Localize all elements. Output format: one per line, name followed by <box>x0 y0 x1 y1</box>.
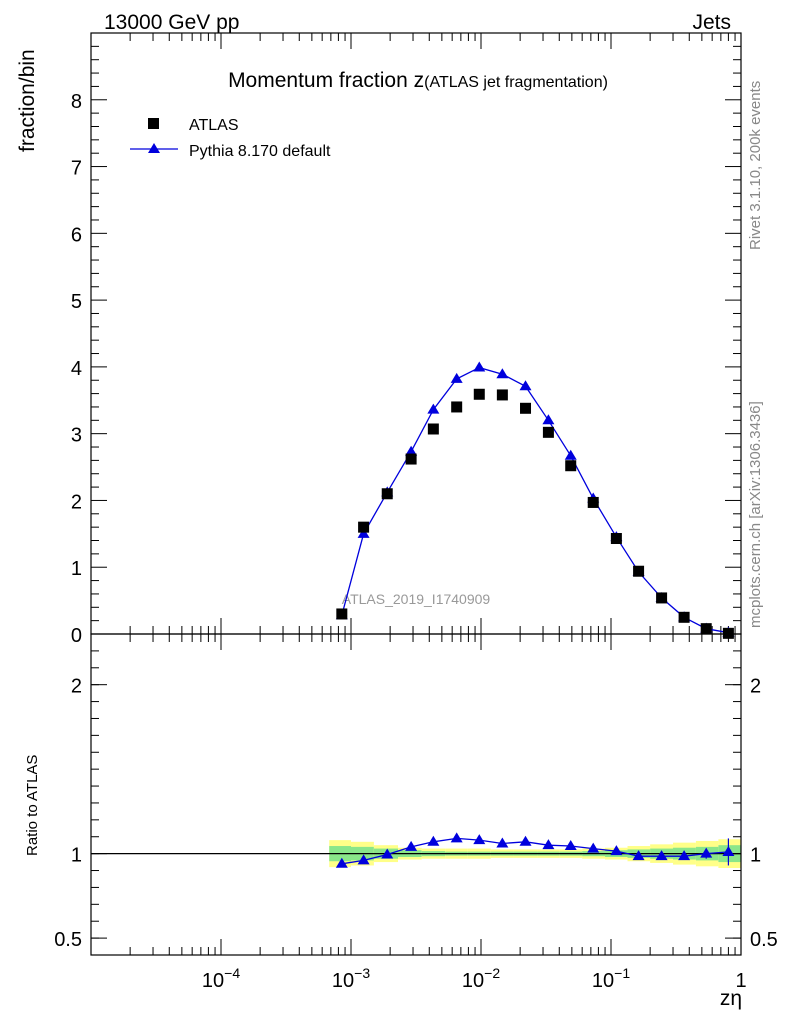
atlas-point <box>722 627 734 639</box>
ratio-pythia-point <box>357 854 370 865</box>
main-y-tick-label: 5 <box>71 291 82 313</box>
ratio-pythia-point <box>473 834 486 845</box>
analysis-watermark: ATLAS_2019_I1740909 <box>342 591 491 607</box>
ratio-pythia-point <box>542 839 555 850</box>
ratio-pythia-point <box>700 847 713 858</box>
ratio-pythia-point <box>405 840 418 851</box>
legend: ATLAS Pythia 8.170 default <box>130 117 331 160</box>
ratio-pythia-point <box>722 845 735 856</box>
atlas-point <box>565 460 577 472</box>
header-right-label: Jets <box>692 11 731 34</box>
atlas-point <box>358 521 370 533</box>
rivet-version-label: Rivet 3.1.10, 200k events <box>747 81 764 250</box>
ratio-pythia-point <box>587 842 600 853</box>
ratio-pythia-point <box>678 850 691 861</box>
ratio-pythia-point <box>632 850 645 861</box>
ratio-pythia-point <box>335 857 348 868</box>
main-y-tick-label: 2 <box>71 491 82 513</box>
pythia-point <box>405 445 418 456</box>
x-axis-label: zη <box>720 987 742 1010</box>
chart-title-sub: (ATLAS jet fragmentation) <box>424 74 608 91</box>
atlas-point <box>656 592 668 604</box>
atlas-point <box>700 623 712 635</box>
legend-pythia-label: Pythia 8.170 default <box>189 143 331 160</box>
main-y-tick-label: 7 <box>71 158 82 180</box>
ratio-pythia-point <box>610 845 623 856</box>
pythia-point <box>450 372 463 383</box>
atlas-point <box>451 401 463 413</box>
pythia-point <box>564 449 577 460</box>
atlas-point <box>678 611 690 623</box>
atlas-point <box>610 533 622 545</box>
ratio-y-tick-label: 1 <box>71 845 82 867</box>
x-tick-label: 10−3 <box>332 965 370 992</box>
ratio-plot-frame <box>90 633 742 956</box>
x-tick-label: 1 <box>735 970 746 992</box>
ratio-pythia-point <box>564 840 577 851</box>
header-left-label: 13000 GeV pp <box>104 11 239 34</box>
atlas-point <box>496 389 508 401</box>
legend-atlas-marker <box>148 118 159 129</box>
source-label: mcplots.cern.ch [arXiv:1306.3436] <box>747 401 764 628</box>
ratio-pythia-point <box>655 850 668 861</box>
ratio-y-axis-label: Ratio to ATLAS <box>24 755 41 856</box>
ratio-panel: 0.5 0.51 12 210−4 10−3 10−2 10−1 1 <box>54 633 778 992</box>
atlas-point <box>473 388 485 400</box>
ratio-y-tick-label-right: 0.5 <box>750 929 778 951</box>
ratio-pythia-point <box>519 835 532 846</box>
legend-atlas-label: ATLAS <box>189 117 239 134</box>
main-y-axis-label: fraction/bin <box>16 49 39 152</box>
atlas-point <box>381 488 393 500</box>
x-tick-label: 10−2 <box>462 965 500 992</box>
atlas-point <box>520 402 532 414</box>
ratio-pythia-point <box>450 832 463 843</box>
atlas-point <box>427 423 439 435</box>
chart-title: Momentum fraction z(ATLAS jet fragmentat… <box>228 69 608 92</box>
pythia-point <box>496 368 509 379</box>
main-panel: 0 1 2 3 4 5 6 7 8 <box>71 32 742 647</box>
ratio-y-tick-label-right: 2 <box>750 676 761 698</box>
ratio-y-tick-label-right: 1 <box>750 845 761 867</box>
atlas-point <box>633 565 645 577</box>
ratio-y-tick-label: 2 <box>71 676 82 698</box>
pythia-point <box>357 527 370 538</box>
pythia-point <box>473 361 486 372</box>
ratio-pythia-point <box>381 848 394 859</box>
ratio-pythia-point <box>496 837 509 848</box>
x-tick-label: 10−4 <box>202 965 240 992</box>
main-y-tick-label: 4 <box>71 358 82 380</box>
main-y-tick-label: 6 <box>71 224 82 246</box>
atlas-point <box>542 426 554 438</box>
chart-title-main: Momentum fraction z <box>228 69 424 92</box>
atlas-point <box>336 608 348 620</box>
main-y-tick-label: 0 <box>71 625 82 647</box>
x-tick-label: 10−1 <box>592 965 630 992</box>
pythia-point <box>427 403 440 414</box>
main-y-tick-label: 3 <box>71 425 82 447</box>
atlas-point <box>587 496 599 508</box>
pythia-point <box>542 414 555 425</box>
ratio-y-tick-label: 0.5 <box>54 929 82 951</box>
ratio-pythia-point <box>427 835 440 846</box>
legend-pythia-marker <box>148 143 160 153</box>
pythia-point <box>519 380 532 391</box>
atlas-point <box>405 453 417 465</box>
main-y-tick-label: 8 <box>71 91 82 113</box>
main-y-tick-label: 1 <box>71 558 82 580</box>
